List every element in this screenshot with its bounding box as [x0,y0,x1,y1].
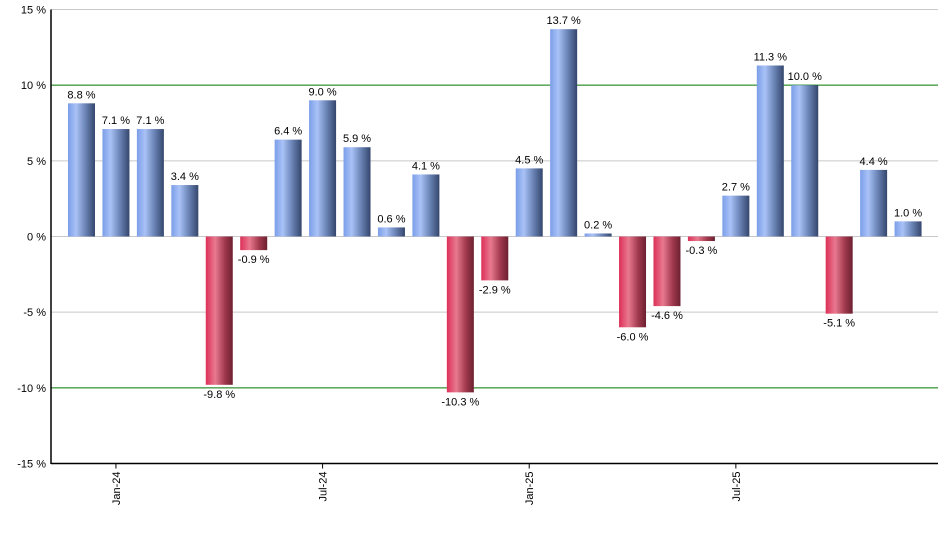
bar-Oct-24 [412,174,440,237]
data-labels: 8.8 % 7.1 % 7.1 % 3.4 % -9.8 % -0.9 % 6.4 % 9.0… [67,15,922,408]
y-tick-label: 5 % [27,156,46,168]
data-label: 4.1 % [412,160,440,172]
data-label: 4.4 % [860,156,888,168]
x-axis-ticks: Jan-24 Jul-24 Jan-25 Jul-25 [111,463,743,506]
bar-Jul-25 [722,195,750,237]
data-label: 13.7 % [547,15,581,27]
data-label: 7.1 % [102,115,130,127]
x-tick-label: Jan-24 [111,472,123,506]
y-axis-ticks: 15 % 10 % 5 % 0 % -5 % -10 % -15 % [17,5,46,471]
bar-Jun-24 [274,139,302,237]
gridlines [51,9,938,389]
bar-Feb-25 [550,29,578,237]
bar-Jan-25 [515,168,543,237]
data-label: 0.2 % [584,219,612,231]
x-tick-label: Jan-25 [524,472,536,506]
bar-Dec-25 [894,221,922,237]
data-label: 6.4 % [274,126,302,138]
bar-Mar-24 [171,185,199,237]
x-tick-label: Jul-25 [731,472,743,502]
axes [50,9,938,465]
data-label: 4.5 % [515,154,543,166]
bar-Jan-24 [102,129,130,237]
data-label: -10.3 % [441,396,479,408]
data-label: 7.1 % [136,115,164,127]
data-label: -9.8 % [203,389,235,401]
bar-Nov-24 [446,236,474,393]
x-tick-label: Jul-24 [318,472,330,502]
bar-Dec-24 [481,236,509,281]
data-label: -4.6 % [651,310,683,322]
bar-Sep-24 [377,227,405,237]
bar-Feb-24 [136,129,164,237]
bar-Aug-24 [343,147,371,237]
y-tick-label: 10 % [21,80,46,92]
bar-Mar-25 [584,233,612,237]
data-label: 9.0 % [309,86,337,98]
bar-Apr-24 [205,236,233,385]
data-label: 5.9 % [343,133,371,145]
y-tick-label: 0 % [27,232,46,244]
bar-Jul-24 [309,100,337,237]
data-label: 0.6 % [377,213,405,225]
bar-Aug-25 [756,65,784,237]
data-label: 1.0 % [894,207,922,219]
y-tick-label: -15 % [17,459,46,471]
y-tick-label: -10 % [17,383,46,395]
bar-May-25 [653,236,681,307]
data-label: 8.8 % [67,89,95,101]
y-tick-label: -5 % [23,307,46,319]
data-label: -6.0 % [617,331,649,343]
data-label: -5.1 % [823,318,855,330]
data-label: 11.3 % [754,51,788,63]
data-label: 2.7 % [722,182,750,194]
bar-Nov-25 [860,169,888,237]
data-label: -0.3 % [686,245,718,257]
bars [68,29,922,393]
bar-May-24 [240,236,268,251]
bar-Dec-23 [68,103,95,237]
data-label: 10.0 % [788,71,822,83]
bar-Oct-25 [825,236,853,314]
bar-Sep-25 [791,85,819,237]
data-label: -0.9 % [238,254,270,266]
data-label: 3.4 % [171,171,199,183]
y-tick-label: 15 % [21,5,46,17]
bar-Apr-25 [619,236,647,328]
bar-Jun-25 [687,236,715,242]
data-label: -2.9 % [479,284,511,296]
